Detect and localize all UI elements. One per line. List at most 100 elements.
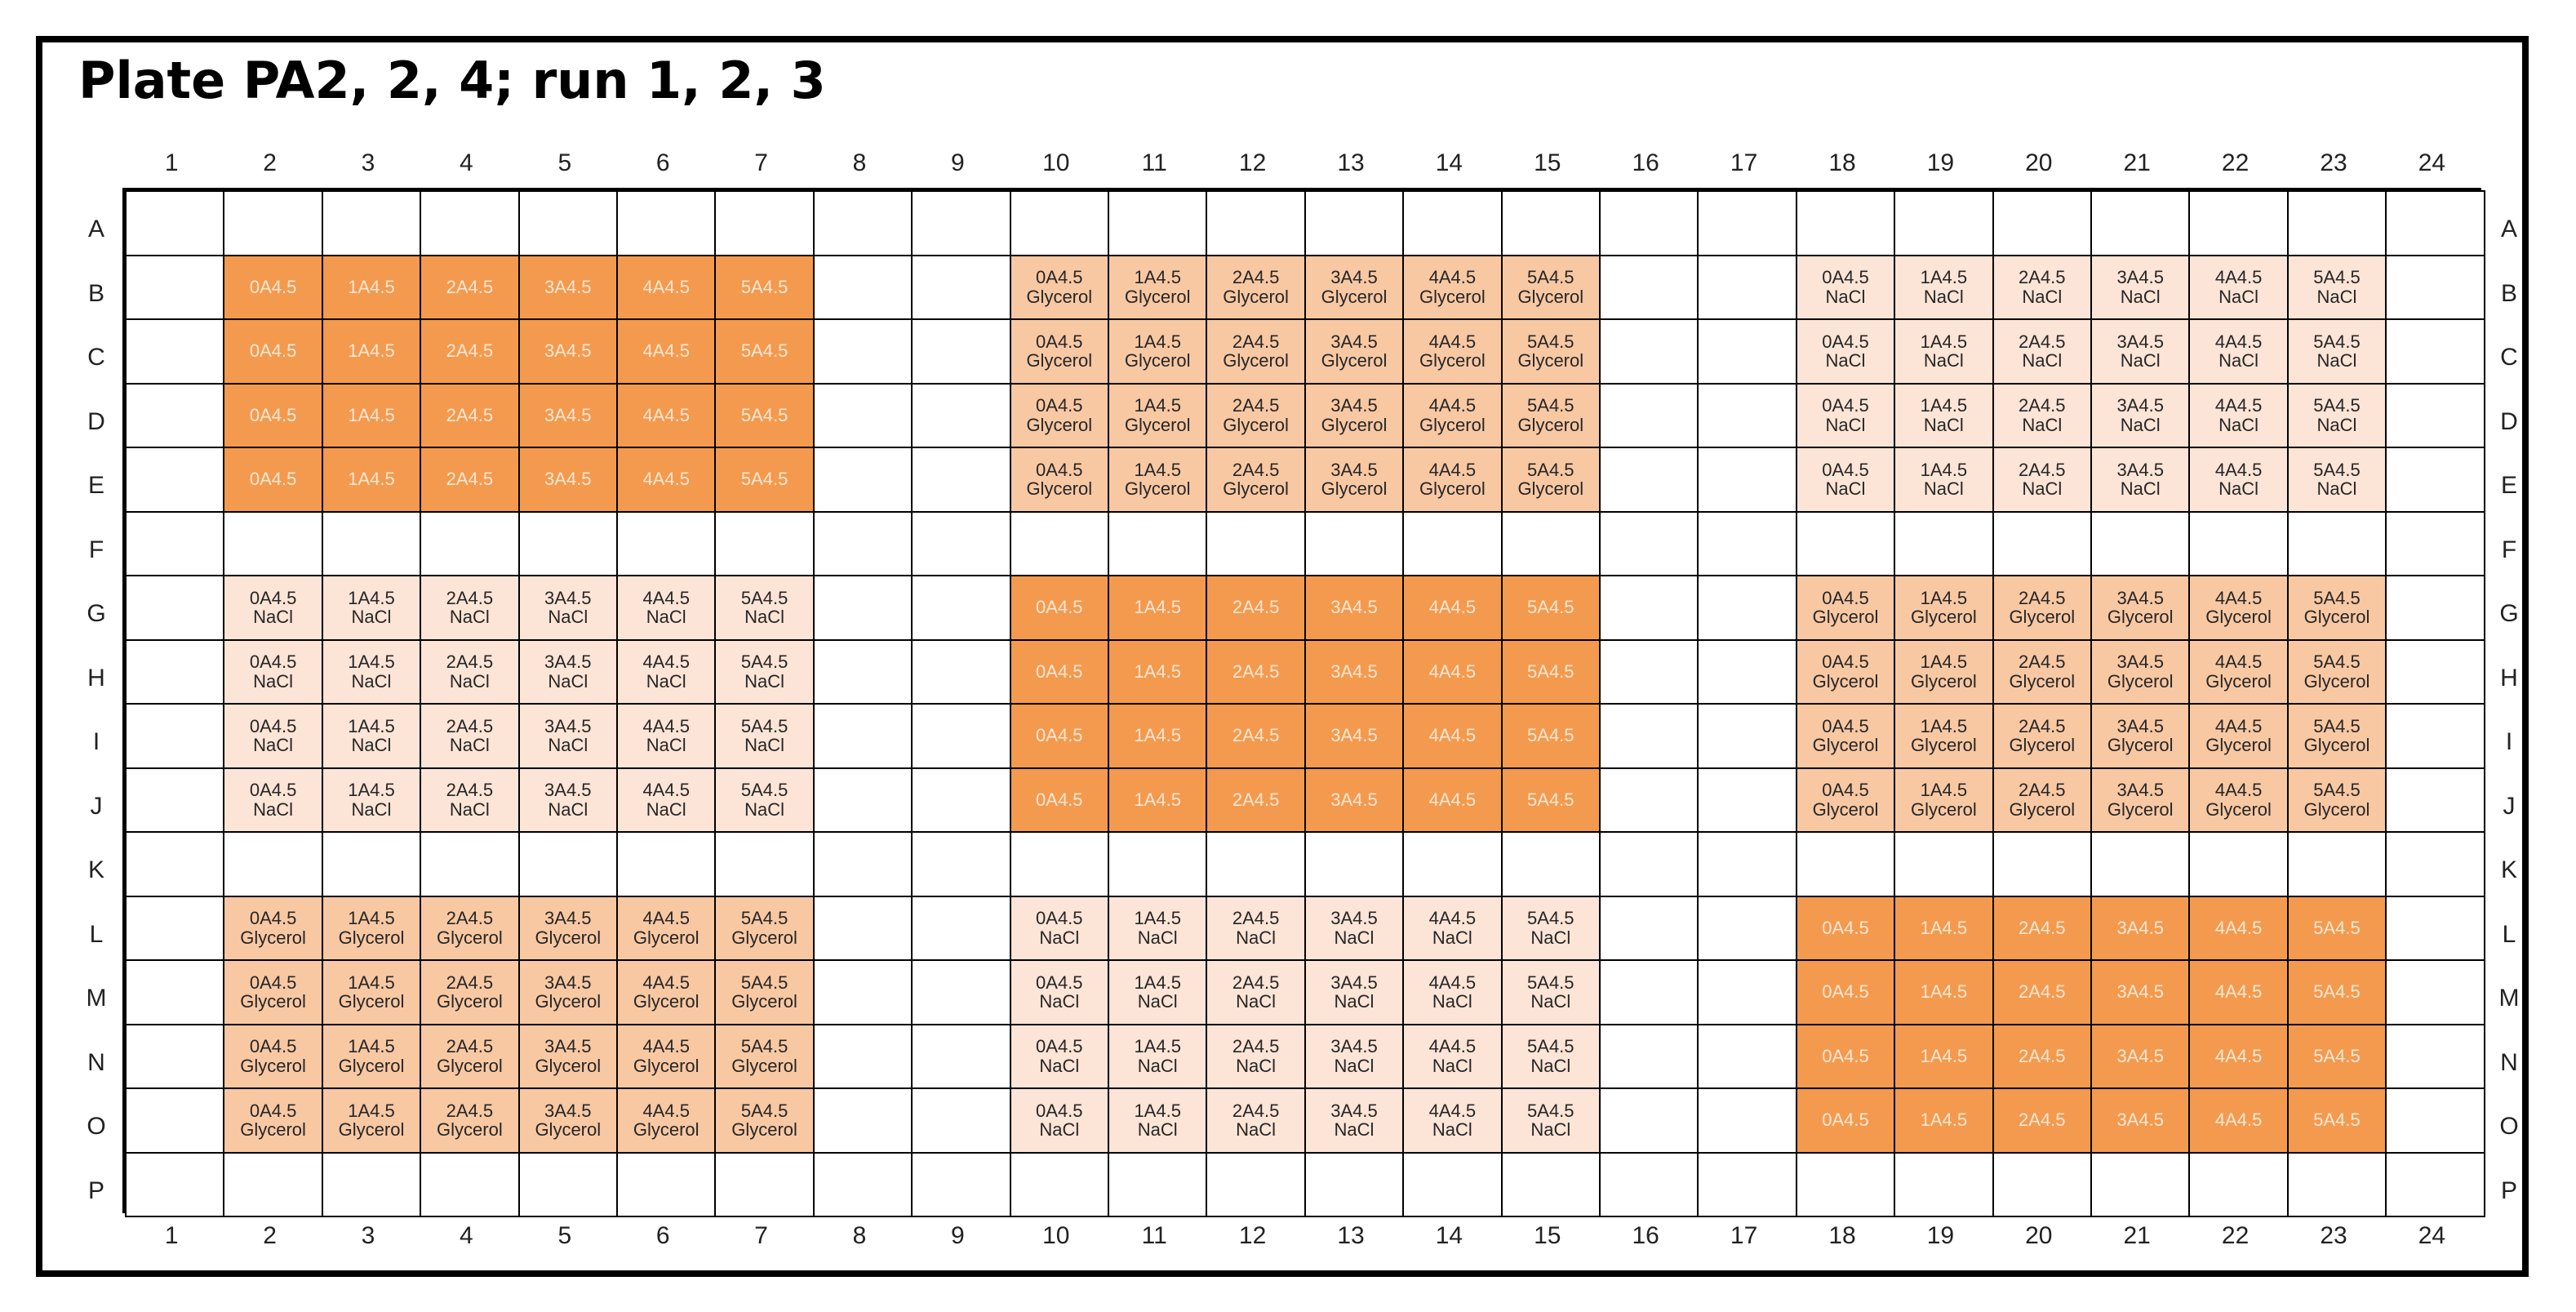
well-N3: 1A4.5 Glycerol	[321, 1023, 422, 1089]
column-label-bottom-10: 10	[1042, 1222, 1070, 1249]
well-additive-label: Glycerol	[2107, 735, 2174, 756]
row-label-right-G: G	[2499, 600, 2519, 628]
well-sample-label: 2A4.5	[2019, 395, 2066, 416]
well-additive-label: NaCl	[449, 670, 490, 692]
well-J21: 3A4.5 Glycerol	[2090, 767, 2191, 833]
well-sample-label: 2A4.5	[446, 780, 494, 800]
well-sample-label: 3A4.5	[544, 469, 592, 490]
well-sample-label: 2A4.5	[2019, 267, 2066, 287]
well-E18: 0A4.5 NaCl	[1795, 447, 1896, 513]
well-B9	[911, 254, 1011, 320]
well-L16	[1599, 895, 1699, 961]
column-label-bottom-22: 22	[2221, 1222, 2250, 1249]
well-B13: 3A4.5 Glycerol	[1304, 254, 1405, 320]
well-sample-label: 5A4.5	[2313, 267, 2361, 287]
well-sample-label: 1A4.5	[348, 652, 395, 672]
well-F10	[1009, 510, 1109, 576]
well-sample-label: 3A4.5	[1330, 1100, 1378, 1121]
well-K9	[911, 831, 1011, 897]
well-P22	[2188, 1151, 2289, 1217]
well-additive-label: NaCl	[744, 607, 785, 628]
column-label-top-9: 9	[951, 149, 965, 176]
well-F19	[1894, 510, 1994, 576]
well-additive-label: NaCl	[1530, 1119, 1571, 1141]
well-sample-label: 0A4.5	[249, 587, 297, 608]
well-F13	[1304, 510, 1405, 576]
well-additive-label: NaCl	[253, 735, 294, 756]
well-B20: 2A4.5 NaCl	[1992, 254, 2092, 320]
well-additive-label: Glycerol	[1321, 478, 1388, 500]
well-additive-label: Glycerol	[1812, 735, 1879, 756]
well-sample-label: 1A4.5	[1134, 972, 1181, 993]
well-J20: 2A4.5 Glycerol	[1992, 767, 2092, 833]
well-additive-label: Glycerol	[535, 1055, 602, 1076]
well-F20	[1992, 510, 2092, 576]
well-F21	[2090, 510, 2191, 576]
well-additive-label: NaCl	[1825, 478, 1866, 500]
well-additive-label: NaCl	[1236, 927, 1277, 948]
well-sample-label: 3A4.5	[2116, 459, 2164, 480]
well-sample-label: 3A4.5	[2116, 780, 2164, 800]
well-M6: 4A4.5 Glycerol	[616, 959, 717, 1025]
well-sample-label: 0A4.5	[249, 340, 297, 362]
well-H7: 5A4.5 NaCl	[714, 638, 815, 705]
well-K19	[1894, 831, 1994, 897]
well-E17	[1697, 447, 1797, 513]
well-additive-label: NaCl	[1039, 1055, 1080, 1076]
well-additive-label: Glycerol	[633, 991, 700, 1012]
well-additive-label: NaCl	[744, 670, 785, 692]
well-sample-label: 4A4.5	[2214, 917, 2263, 938]
well-M10: 0A4.5 NaCl	[1009, 959, 1109, 1025]
well-L18: 0A4.5	[1795, 895, 1896, 961]
column-label-bottom-18: 18	[1828, 1222, 1856, 1249]
plate-title: Plate PA2, 2, 4; run 1, 2, 3	[78, 51, 826, 110]
well-additive-label: NaCl	[253, 798, 294, 820]
well-sample-label: 3A4.5	[1330, 395, 1378, 416]
well-sample-label: 1A4.5	[348, 587, 395, 608]
well-P20	[1992, 1151, 2092, 1217]
well-F11	[1108, 510, 1208, 576]
well-C24	[2385, 318, 2485, 385]
well-D16	[1599, 382, 1699, 448]
well-additive-label: Glycerol	[1517, 414, 1584, 435]
well-C21: 3A4.5 NaCl	[2090, 318, 2191, 385]
well-H10: 0A4.5	[1009, 638, 1109, 705]
well-additive-label: NaCl	[548, 735, 588, 756]
well-H23: 5A4.5 Glycerol	[2286, 638, 2387, 705]
well-B2: 0A4.5	[223, 254, 323, 320]
well-K18	[1795, 831, 1896, 897]
well-additive-label: Glycerol	[1321, 286, 1388, 307]
well-sample-label: 5A4.5	[2313, 780, 2361, 800]
well-F6	[616, 510, 717, 576]
well-E8	[812, 447, 913, 513]
well-N12: 2A4.5 NaCl	[1206, 1023, 1306, 1089]
well-sample-label: 0A4.5	[249, 908, 297, 928]
well-M12: 2A4.5 NaCl	[1206, 959, 1306, 1025]
well-G14: 4A4.5	[1402, 575, 1503, 641]
well-additive-label: Glycerol	[535, 1119, 602, 1141]
well-F14	[1402, 510, 1503, 576]
well-C4: 2A4.5	[420, 318, 520, 385]
well-K24	[2385, 831, 2485, 897]
well-O23: 5A4.5	[2286, 1087, 2387, 1154]
well-sample-label: 4A4.5	[642, 780, 690, 800]
well-additive-label: Glycerol	[437, 991, 503, 1012]
well-additive-label: Glycerol	[1419, 478, 1486, 500]
well-additive-label: NaCl	[1432, 1119, 1472, 1141]
well-A4	[420, 190, 520, 256]
well-sample-label: 1A4.5	[1920, 395, 1968, 416]
well-additive-label: NaCl	[351, 607, 392, 628]
well-O10: 0A4.5 NaCl	[1009, 1087, 1109, 1154]
well-additive-label: Glycerol	[1026, 414, 1093, 435]
well-J16	[1599, 767, 1699, 833]
well-H11: 1A4.5	[1108, 638, 1208, 705]
well-sample-label: 2A4.5	[1232, 908, 1280, 928]
well-J7: 5A4.5 NaCl	[714, 767, 815, 833]
well-F8	[812, 510, 913, 576]
column-label-top-17: 17	[1730, 149, 1758, 176]
well-B11: 1A4.5 Glycerol	[1108, 254, 1208, 320]
well-A9	[911, 190, 1011, 256]
well-sample-label: 0A4.5	[1036, 972, 1083, 993]
well-N10: 0A4.5 NaCl	[1009, 1023, 1109, 1089]
well-O24	[2385, 1087, 2485, 1154]
